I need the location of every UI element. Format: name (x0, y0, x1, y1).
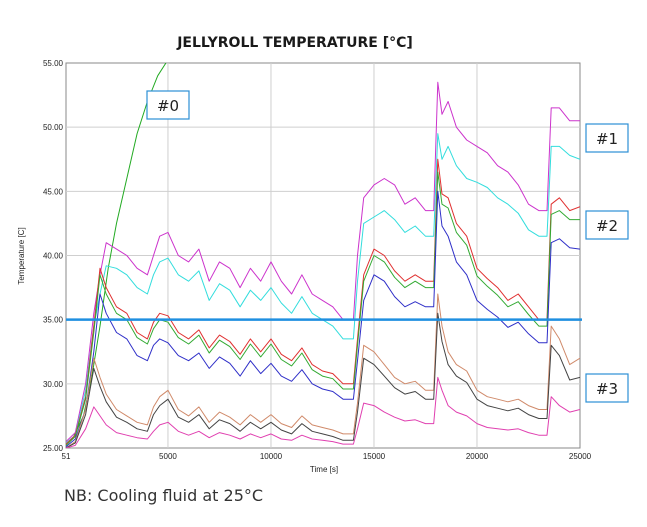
y-tick-label: 40.00 (43, 252, 64, 261)
tag-2: #2 (585, 210, 629, 240)
series-line-2-3 (66, 158, 580, 445)
series-line-3-7 (66, 312, 580, 448)
y-tick-label: 45.00 (43, 187, 64, 196)
tag-box (146, 90, 190, 120)
series-line-1-1 (66, 81, 580, 442)
series-line-3-6 (66, 293, 580, 448)
tag-label: #3 (596, 380, 618, 398)
tag-1: #1 (585, 123, 629, 153)
y-tick-label: 30.00 (43, 380, 64, 389)
x-tick-label: 15000 (363, 452, 386, 461)
tag-box (585, 123, 629, 153)
x-tick-label: 20000 (466, 452, 489, 461)
chart-title: JELLYROLL TEMPERATURE [°C] (176, 35, 413, 51)
x-tick-label: 5000 (159, 452, 177, 461)
series-layer (66, 63, 580, 448)
tag-3: #3 (585, 373, 629, 403)
series-line-1-2 (66, 133, 580, 444)
tag-label: #0 (157, 97, 179, 115)
y-tick-label: 35.00 (43, 316, 64, 325)
tag-label: #2 (596, 217, 618, 235)
x-tick-label: 10000 (260, 452, 283, 461)
note: NB: Cooling fluid at 25°C (64, 486, 264, 505)
y-tick-label: 50.00 (43, 123, 64, 132)
tag-box (585, 210, 629, 240)
x-axis-label: Time [s] (310, 465, 338, 474)
series-tags: #0 #1 #2 #3 (146, 90, 629, 403)
y-axis: 25.00 30.00 35.00 40.00 45.00 50.00 55.00 (43, 59, 64, 453)
x-tick-label: 51 (62, 452, 71, 461)
series-line-2-5 (66, 190, 580, 448)
x-axis: 51 5000 10000 15000 20000 25000 (62, 452, 592, 461)
tag-0: #0 (146, 90, 190, 120)
tag-box (585, 373, 629, 403)
series-line-3-8 (66, 376, 580, 448)
x-tick-label: 25000 (569, 452, 592, 461)
y-tick-label: 25.00 (43, 444, 64, 453)
series-line-2-4 (66, 171, 580, 446)
y-axis-label: Temperature [C] (17, 227, 26, 284)
y-tick-label: 55.00 (43, 59, 64, 68)
tag-label: #1 (596, 130, 618, 148)
